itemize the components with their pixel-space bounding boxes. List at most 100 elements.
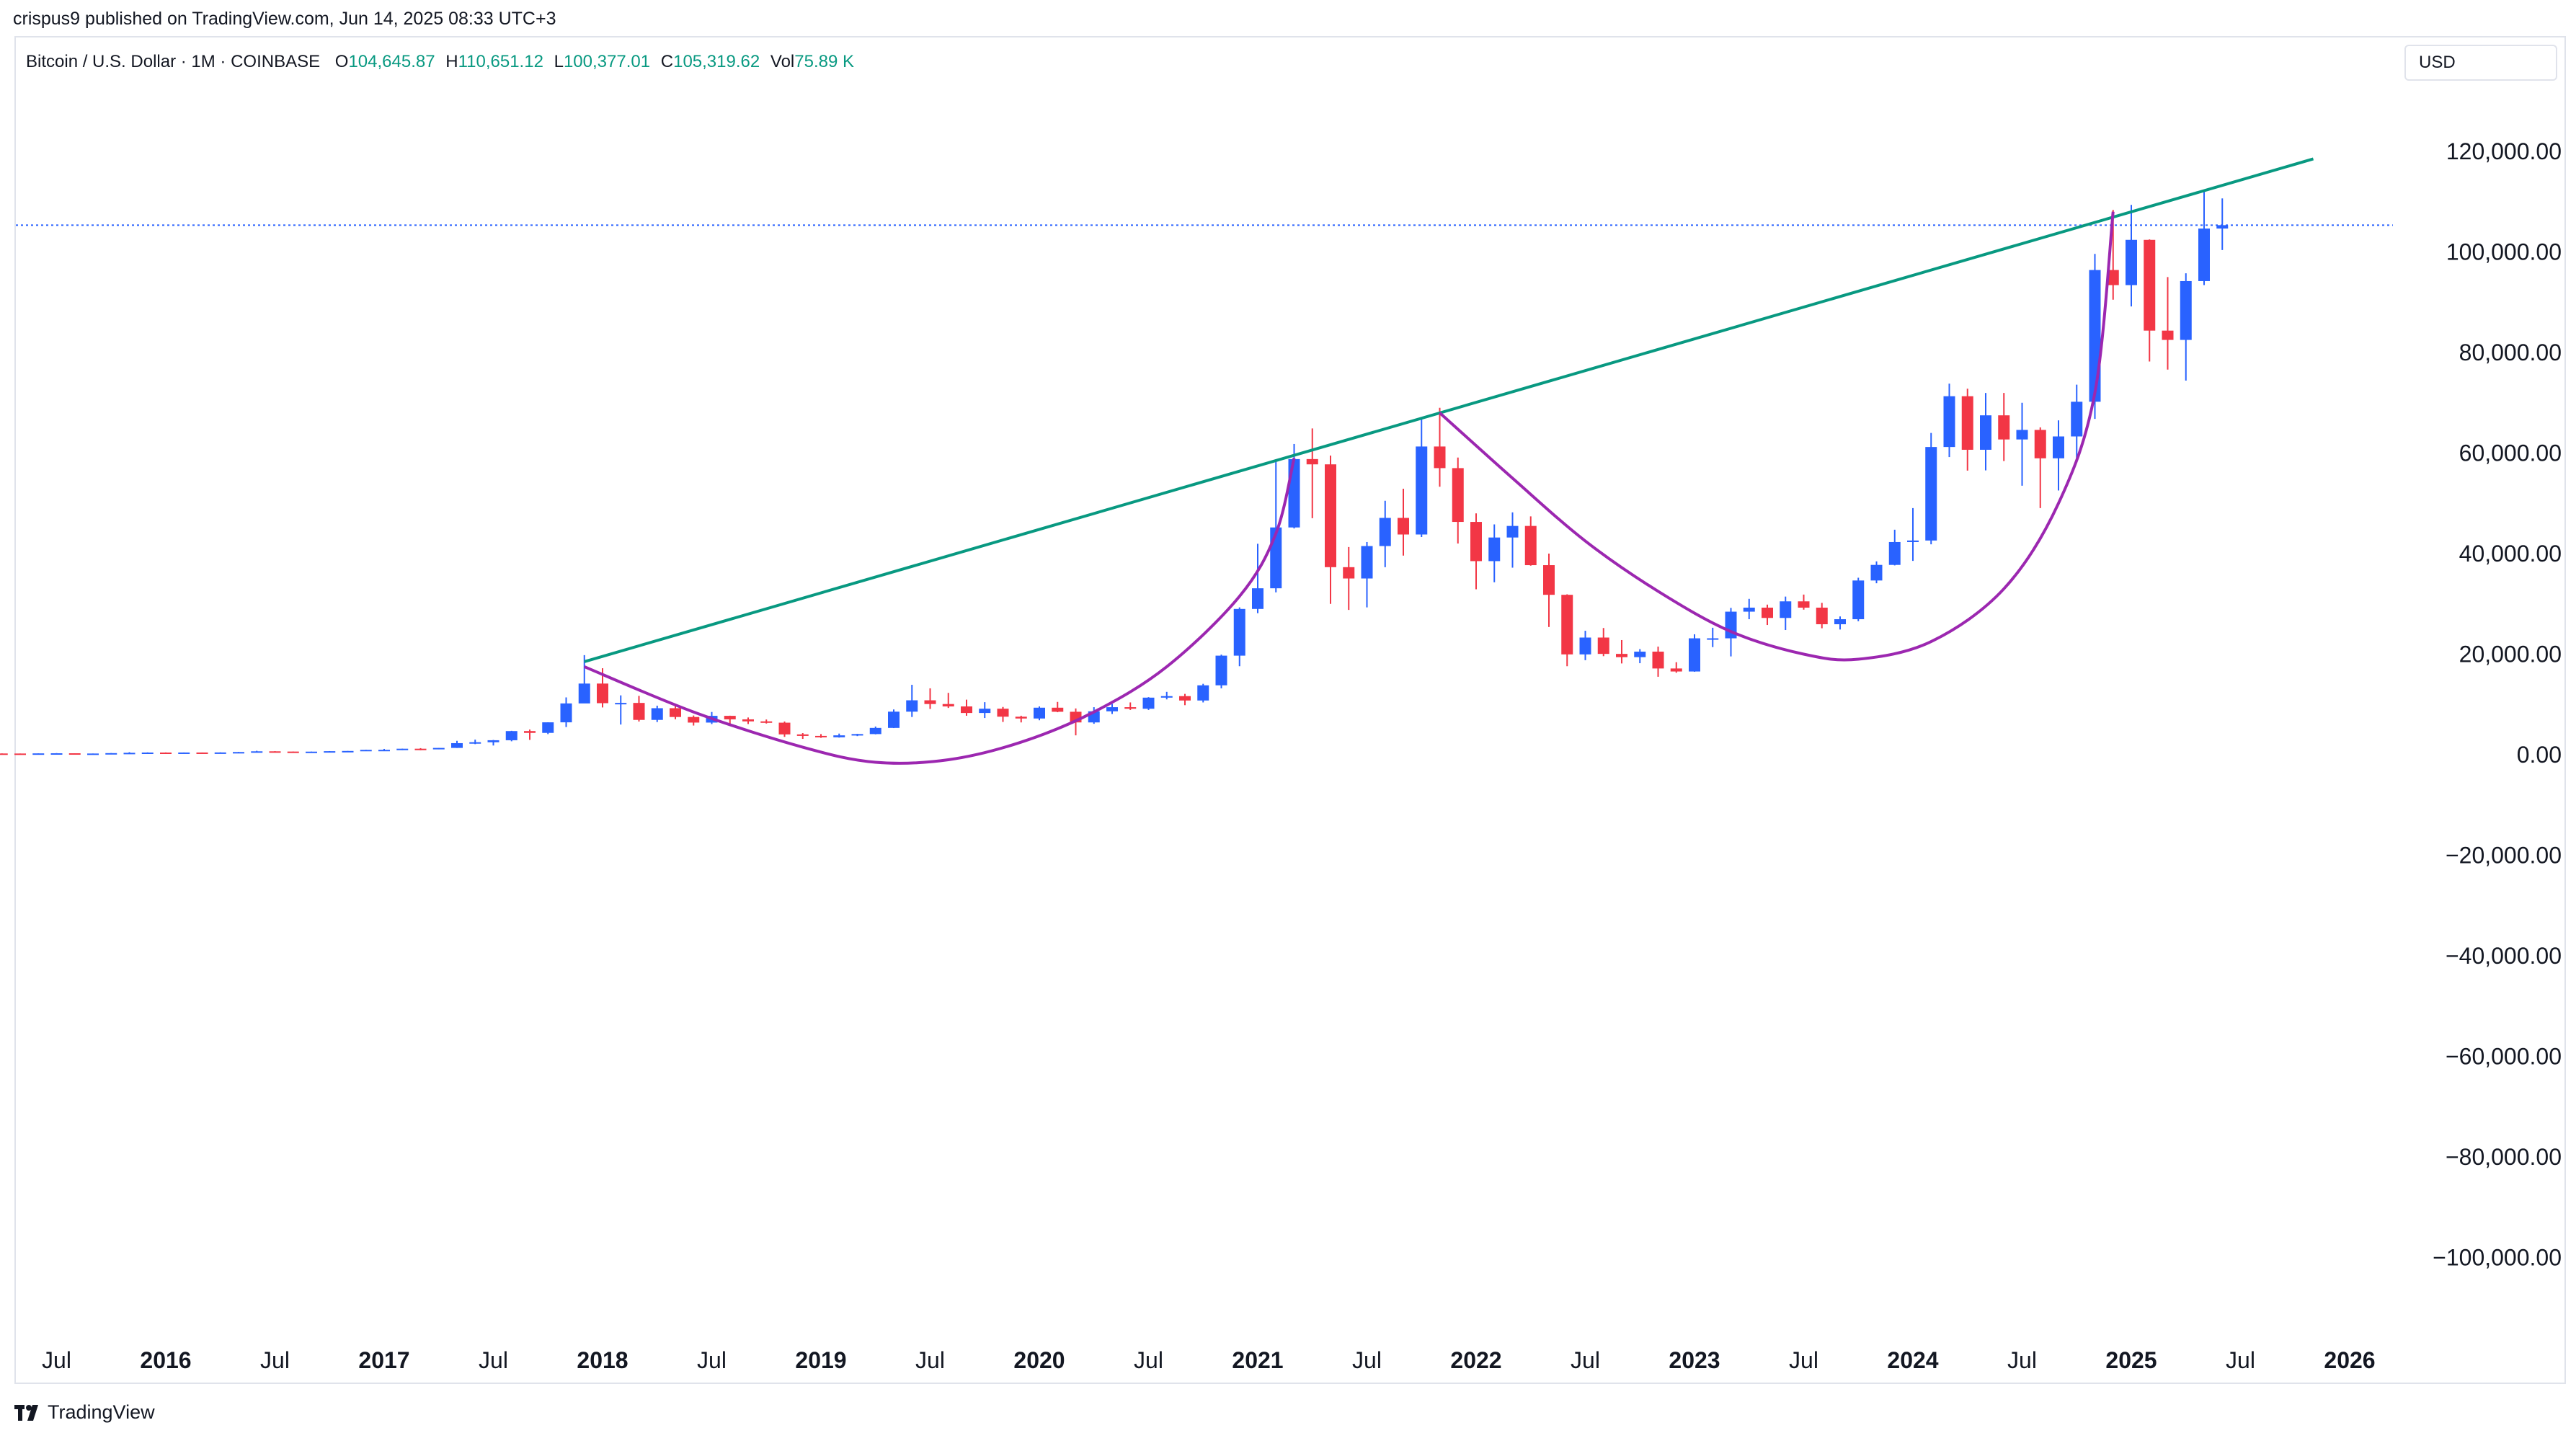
candle[interactable] — [1907, 507, 1919, 562]
candle[interactable] — [233, 752, 244, 754]
candle[interactable] — [1524, 516, 1537, 566]
candle[interactable] — [615, 695, 627, 725]
candle[interactable] — [2162, 277, 2174, 370]
candle[interactable] — [869, 726, 881, 735]
candle[interactable] — [178, 752, 190, 754]
candle[interactable] — [469, 740, 481, 745]
candle[interactable] — [778, 721, 791, 737]
candle[interactable] — [979, 702, 991, 719]
candle[interactable] — [251, 750, 263, 753]
candle[interactable] — [1689, 634, 1700, 672]
candle[interactable] — [1980, 393, 1991, 471]
candle[interactable] — [2180, 273, 2192, 381]
candle[interactable] — [2016, 402, 2028, 486]
candle[interactable] — [342, 750, 354, 753]
candle[interactable] — [1160, 691, 1173, 700]
candle[interactable] — [1270, 461, 1282, 593]
candle[interactable] — [105, 753, 117, 755]
candle[interactable] — [1743, 598, 1755, 620]
candle[interactable] — [651, 705, 663, 722]
candle[interactable] — [688, 715, 700, 726]
candle[interactable] — [524, 729, 536, 740]
candle[interactable] — [1034, 706, 1045, 721]
candle[interactable] — [542, 722, 554, 735]
candle[interactable] — [487, 740, 499, 746]
candle[interactable] — [160, 752, 172, 755]
candle[interactable] — [670, 704, 681, 719]
candle[interactable] — [2198, 192, 2210, 285]
candle[interactable] — [432, 747, 445, 750]
candle[interactable] — [796, 733, 809, 740]
candle[interactable] — [1943, 383, 1955, 458]
candle[interactable] — [1398, 489, 1409, 556]
candle[interactable] — [2071, 384, 2083, 459]
candle[interactable] — [1179, 693, 1191, 706]
candle[interactable] — [1252, 544, 1263, 613]
candle[interactable] — [1888, 529, 1901, 566]
candle[interactable] — [1543, 554, 1555, 627]
cup-curve-2[interactable] — [1439, 211, 2115, 662]
candle[interactable] — [924, 688, 936, 709]
candle[interactable] — [324, 750, 336, 753]
candle[interactable] — [742, 717, 754, 724]
candle[interactable] — [196, 752, 208, 754]
candle[interactable] — [14, 753, 26, 755]
candle[interactable] — [1506, 512, 1519, 568]
candle[interactable] — [1870, 561, 1883, 584]
candle[interactable] — [578, 655, 590, 704]
candle[interactable] — [961, 699, 972, 716]
candle[interactable] — [1233, 607, 1245, 667]
candle[interactable] — [287, 751, 299, 753]
tradingview-brand[interactable]: TradingView — [14, 1401, 155, 1424]
candle[interactable] — [1561, 594, 1573, 667]
candle[interactable] — [1762, 604, 1773, 626]
candle[interactable] — [1616, 639, 1627, 664]
candle[interactable] — [1325, 455, 1336, 604]
resistance-trendline[interactable] — [584, 157, 2314, 663]
candle[interactable] — [760, 719, 773, 724]
candle[interactable] — [1215, 655, 1227, 688]
candle[interactable] — [378, 748, 390, 752]
candle[interactable] — [997, 706, 1009, 722]
candle[interactable] — [560, 697, 572, 727]
candle[interactable] — [0, 753, 8, 755]
candle[interactable] — [2216, 198, 2229, 250]
candle[interactable] — [451, 740, 463, 748]
candle[interactable] — [888, 709, 900, 729]
candle[interactable] — [906, 685, 918, 717]
time-axis[interactable]: Jul 2016 Jul 2017 Jul 2018 Jul 2019 Jul 2020 Jul 20… — [42, 1347, 2376, 1373]
candle[interactable] — [1306, 428, 1318, 518]
candle[interactable] — [633, 696, 645, 722]
candle[interactable] — [505, 730, 518, 742]
candle[interactable] — [360, 750, 372, 752]
candle[interactable] — [87, 753, 99, 755]
candle[interactable] — [68, 753, 81, 755]
candle[interactable] — [1142, 697, 1155, 710]
candle[interactable] — [1798, 594, 1810, 610]
candle[interactable] — [1998, 393, 2010, 461]
currency-selector[interactable]: USD — [2404, 45, 2557, 81]
candle[interactable] — [942, 693, 954, 709]
cup-curve-1[interactable] — [583, 458, 1296, 765]
candle[interactable] — [50, 753, 63, 755]
candle[interactable] — [1434, 407, 1446, 487]
candle[interactable] — [2144, 239, 2156, 362]
candle[interactable] — [1416, 417, 1428, 537]
candle[interactable] — [1197, 683, 1209, 703]
price-axis[interactable]: 120,000.00 100,000.00 80,000.00 60,000.00 40… — [2433, 138, 2562, 1271]
candle[interactable] — [2053, 420, 2064, 491]
candle[interactable] — [1106, 704, 1118, 714]
candle[interactable] — [1361, 541, 1373, 608]
candle[interactable] — [1452, 457, 1464, 544]
candle[interactable] — [32, 753, 45, 755]
candle[interactable] — [1379, 500, 1391, 567]
candle[interactable] — [214, 752, 226, 754]
candle[interactable] — [1343, 546, 1355, 611]
candle[interactable] — [1124, 702, 1137, 710]
candle[interactable] — [269, 751, 281, 753]
candle[interactable] — [123, 752, 136, 755]
candle[interactable] — [414, 747, 427, 750]
candle[interactable] — [306, 751, 317, 753]
candle[interactable] — [1015, 715, 1027, 723]
